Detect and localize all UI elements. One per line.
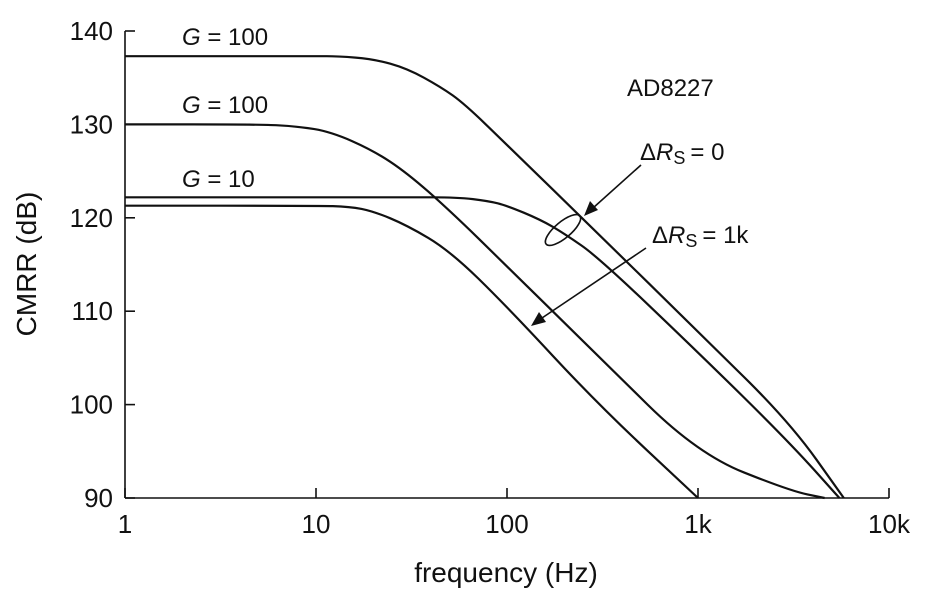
y-tick-label: 100 <box>70 390 113 420</box>
x-tick-label: 100 <box>485 509 528 539</box>
g100-top-rest: = 100 <box>201 24 268 51</box>
y-tick-label: 120 <box>70 203 113 233</box>
r-subscript: S <box>673 148 685 168</box>
y-tick-label: 140 <box>70 16 113 46</box>
x-axis-title: frequency (Hz) <box>414 557 598 588</box>
y-tick-label: 130 <box>70 109 113 139</box>
r-subscript-2: S <box>685 231 697 251</box>
y-tick-label: 110 <box>72 296 113 326</box>
annotation-delta-rs-1k: ΔRS = 1k <box>652 222 749 251</box>
delta-symbol-2: Δ <box>652 222 668 249</box>
group-ellipse <box>544 213 582 247</box>
annotation-delta-rs-0: ΔRS = 0 <box>640 139 724 168</box>
series-line-g100-top <box>125 55 845 499</box>
arrow-rs-0 <box>584 164 642 216</box>
device-label: AD8227 <box>627 75 714 102</box>
y-axis-title: CMRR (dB) <box>11 192 42 337</box>
series-line-g10-rs0 <box>125 196 841 499</box>
delta-symbol: Δ <box>640 139 656 166</box>
r-symbol-2: R <box>668 222 685 249</box>
series-line-g10-rs1k <box>125 204 699 499</box>
x-tick-label: 10k <box>868 509 911 539</box>
series-label-g100-mid: G = 100 <box>182 92 268 119</box>
rs1k-value: = 1k <box>702 222 749 249</box>
g100-mid-rest: = 100 <box>201 92 268 119</box>
x-tick-label: 1k <box>684 509 712 539</box>
series-label-g100-top: G = 100 <box>182 24 268 51</box>
y-tick-label: 90 <box>84 483 113 513</box>
arrow-rs-1k <box>531 247 647 326</box>
r-symbol: R <box>656 139 673 166</box>
g10-rest: = 10 <box>201 166 255 193</box>
series-lines <box>125 55 845 500</box>
series-line-g100-mid <box>125 123 825 500</box>
series-label-g10: G = 10 <box>182 166 255 193</box>
rs0-value: = 0 <box>690 139 724 166</box>
x-tick-label: 1 <box>118 509 132 539</box>
x-tick-label: 10 <box>302 509 331 539</box>
